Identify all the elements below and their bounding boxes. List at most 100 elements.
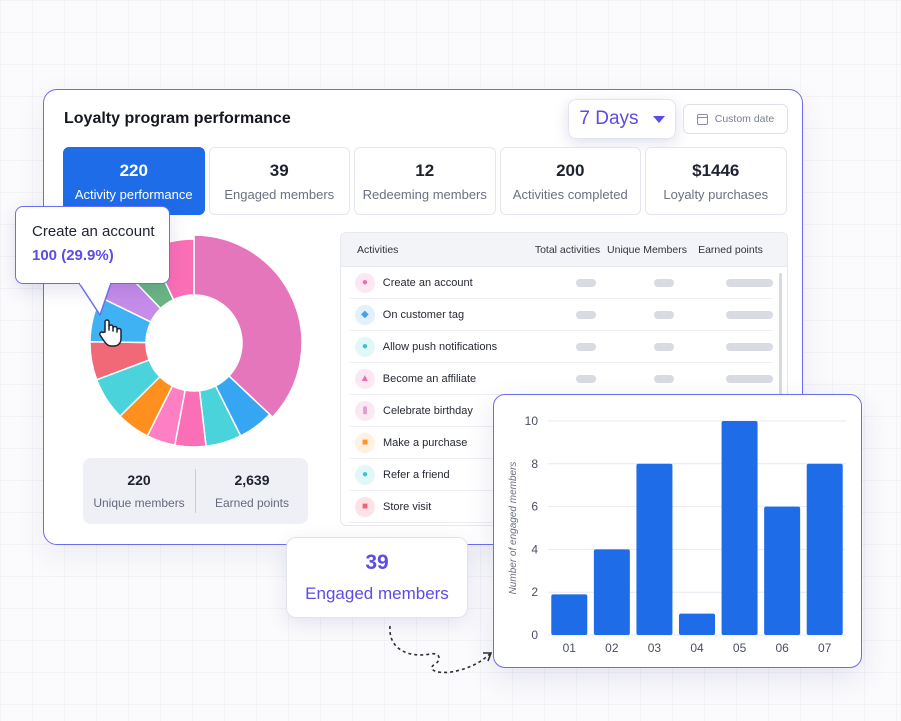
total-activities-placeholder [576,342,596,351]
activity-name: On customer tag [382,308,465,321]
earned-points-placeholder [725,342,773,351]
custom-date-button[interactable]: Custom date [683,104,788,134]
tag-icon: ◆ [355,304,375,325]
members-summary: 220 Unique members 2,639 Earned points [83,458,308,524]
engaged-members-badge: 39 Engaged members [286,537,468,618]
unique-members-value: 220 [127,472,151,488]
stat-redeeming-members[interactable]: 12 Redeeming members [354,147,496,215]
y-axis-label: Number of engaged members [508,462,519,595]
bar[interactable] [679,613,715,635]
stats-row: 220 Activity performance 39 Engaged memb… [63,147,787,215]
earned-points-placeholder [725,310,773,319]
engaged-members-value: 39 [365,551,389,574]
table-scrollbar[interactable] [779,273,782,403]
engaged-members-chart-card: 0 2 4 6 8 10 01 02 03 04 05 06 07 Number of engaged m… [493,394,862,668]
dashed-arrow-icon [389,625,493,674]
stat-label: Engaged members [224,186,335,202]
days-dropdown-value: 7 Days [579,108,639,129]
cart-icon: ■ [355,432,375,453]
people-icon: ● [355,336,375,357]
earned-points-placeholder [725,374,773,383]
earned-points-label: Earned points [214,496,290,510]
stat-label: Loyalty purchases [663,186,769,202]
network-icon: ▲ [355,368,375,389]
bar[interactable] [636,463,673,635]
stat-engaged-members[interactable]: 39 Engaged members [208,147,350,215]
days-dropdown[interactable]: 7 Days [568,99,676,139]
stat-value: 12 [415,160,435,180]
earned-points-placeholder [725,278,773,287]
table-row[interactable]: ▲ Become an affiliate [349,363,773,395]
y-tick-label: 0 [531,628,538,642]
unique-members-placeholder [653,278,674,287]
y-tick-label: 8 [531,457,538,471]
x-tick-label: 05 [733,641,747,655]
custom-date-label: Custom date [714,113,775,125]
activity-name: Create an account [382,276,473,289]
stat-activity-performance[interactable]: 220 Activity performance [63,147,205,215]
stat-value: 39 [269,160,289,180]
divider [195,469,196,513]
stat-value: $1446 [692,160,740,180]
col-total-activities[interactable]: Total activities [534,243,601,256]
tooltip-title: Create an account [32,223,155,240]
activity-name: Allow push notifications [382,340,498,353]
page-title: Loyalty program performance [64,110,291,127]
col-earned-points[interactable]: Earned points [698,243,763,256]
user-add-icon: ● [355,464,375,485]
table-header: Activities Total activities Unique Membe… [341,233,787,267]
x-tick-label: 01 [563,641,577,655]
x-tick-label: 07 [818,641,832,655]
col-unique-members[interactable]: Unique Members [607,243,687,256]
unique-members-placeholder [653,374,674,383]
stat-value: 200 [556,160,585,180]
person-icon: ● [355,272,375,293]
bar[interactable] [806,463,843,635]
hand-cursor-icon [99,319,122,347]
table-row[interactable]: ● Create an account [349,267,773,299]
col-activities[interactable]: Activities [357,243,399,256]
total-activities-placeholder [576,310,596,319]
total-activities-placeholder [576,374,596,383]
bar[interactable] [551,594,588,635]
engaged-members-label: Engaged members [305,584,449,603]
x-tick-label: 02 [605,641,619,655]
y-tick-label: 4 [531,542,538,556]
stat-activities-completed[interactable]: 200 Activities completed [499,147,641,215]
stat-label: Activity performance [74,186,193,202]
activity-name: Store visit [383,500,432,513]
store-icon: ■ [355,496,375,517]
activity-name: Celebrate birthday [383,404,473,417]
tooltip-value: 100 (29.9%) [32,247,114,264]
x-tick-label: 06 [775,641,789,655]
tooltip-pointer [78,282,112,316]
x-tick-label: 04 [690,641,704,655]
bar[interactable] [764,506,801,635]
bar[interactable] [721,421,758,635]
donut-segment-highlighted[interactable] [193,235,302,419]
activity-name: Refer a friend [383,468,450,481]
bar[interactable] [593,549,630,635]
x-tick-label: 03 [648,641,662,655]
calendar-icon [696,113,708,125]
stat-value: 220 [119,160,148,180]
stat-label: Redeeming members [362,186,487,202]
total-activities-placeholder [576,278,596,287]
stat-loyalty-purchases[interactable]: $1446 Loyalty purchases [645,147,787,215]
y-tick-label: 10 [525,414,539,428]
unique-members-label: Unique members [93,496,185,510]
unique-members-placeholder [653,342,674,351]
activity-name: Become an affiliate [382,372,477,385]
y-tick-label: 6 [531,500,538,514]
unique-members-placeholder [653,310,674,319]
caret-down-icon [652,115,665,123]
table-row[interactable]: ● Allow push notifications [349,331,773,363]
cake-icon: ▮ [355,400,375,421]
y-tick-label: 2 [531,585,538,599]
donut-tooltip: Create an account 100 (29.9%) [15,206,170,284]
earned-points-value: 2,639 [234,472,270,488]
activity-name: Make a purchase [383,436,468,449]
table-row[interactable]: ◆ On customer tag [349,299,773,331]
stat-label: Activities completed [512,186,628,202]
